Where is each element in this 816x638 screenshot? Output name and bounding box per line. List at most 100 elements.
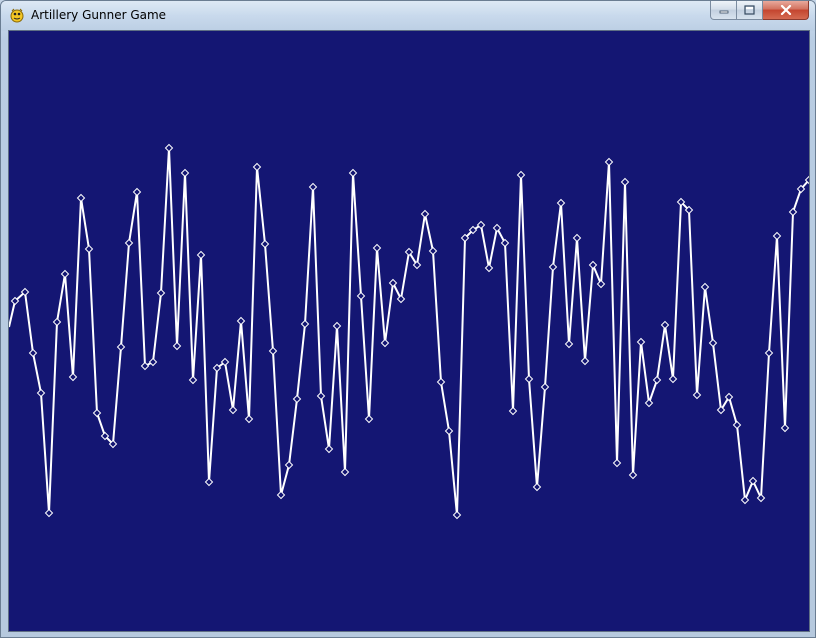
terrain-vertex-marker [212,363,222,373]
terrain-vertex-marker [604,157,614,167]
terrain-vertex-marker [20,287,30,297]
terrain-vertex-marker [172,341,182,351]
terrain-vertex-marker [652,375,662,385]
terrain-vertex-marker [124,238,134,248]
terrain-vertex-marker [660,320,670,330]
terrain-vertex-marker [492,223,502,233]
terrain-vertex-marker [100,431,110,441]
terrain-vertex-marker [36,388,46,398]
terrain-vertex-marker [292,394,302,404]
terrain-vertex-marker [340,467,350,477]
terrain-vertex-marker [164,143,174,153]
terrain-vertex-marker [148,357,158,367]
terrain-vertex-marker [468,225,478,235]
maximize-button[interactable] [737,1,763,20]
terrain-vertex-marker [692,390,702,400]
terrain-vertex-marker [244,414,254,424]
terrain-vertex-marker [804,175,809,185]
close-icon [780,5,791,15]
terrain-vertex-marker [788,207,798,217]
terrain-vertex-marker [676,197,686,207]
terrain-vertex-marker [796,184,806,194]
terrain-vertex-marker [628,470,638,480]
terrain-vertex-marker [772,231,782,241]
terrain-vertex-marker [564,339,574,349]
terrain-vertex-marker [204,477,214,487]
terrain-vertex-marker [332,321,342,331]
terrain-vertex-marker [132,187,142,197]
terrain-vertex-marker [276,490,286,500]
terrain-vertex-marker [716,405,726,415]
terrain-vertex-marker [596,279,606,289]
terrain-vertex-marker [548,262,558,272]
terrain-vertex-marker [476,220,486,230]
terrain-vertex-marker [116,342,126,352]
terrain-vertex-marker [532,482,542,492]
terrain-vertex-marker [196,250,206,260]
terrain-vertex-marker [388,278,398,288]
terrain-vertex-marker [420,209,430,219]
caption-buttons [710,1,809,21]
title-bar[interactable]: Artillery Gunner Game [1,1,815,31]
terrain-vertex-marker [668,374,678,384]
terrain-vertex-marker [10,296,20,306]
terrain-vertex-marker [404,247,414,257]
terrain-vertex-marker [52,317,62,327]
terrain-vertex-marker [140,361,150,371]
terrain-vertex-marker [324,444,334,454]
terrain-vertex-marker [484,263,494,273]
terrain-vertex-marker [580,356,590,366]
terrain-vertex-marker [396,294,406,304]
terrain-vertex-marker [308,182,318,192]
terrain-vertex-marker [524,374,534,384]
terrain-vertex-marker [460,233,470,243]
terrain-vertex-marker [220,357,230,367]
terrain-vertex-marker [452,510,462,520]
close-button[interactable] [763,1,809,20]
terrain-vertex-marker [764,348,774,358]
terrain-vertex-marker [732,420,742,430]
terrain-vertex-marker [364,414,374,424]
terrain-vertex-marker [636,337,646,347]
terrain-vertex-marker [748,476,758,486]
terrain-vertex-marker [508,406,518,416]
terrain-vertex-marker [380,338,390,348]
terrain-vertex-marker [516,170,526,180]
terrain-vertex-marker [684,205,694,215]
terrain-vertex-marker [556,198,566,208]
terrain-vertex-marker [300,319,310,329]
terrain-vertex-marker [92,408,102,418]
terrain-vertex-marker [620,177,630,187]
terrain-vertex-marker [428,246,438,256]
terrain-vertex-marker [540,382,550,392]
terrain-vertex-marker [236,316,246,326]
terrain-vertex-marker [68,372,78,382]
terrain-vertex-marker [356,291,366,301]
terrain-vertex-marker [284,460,294,470]
terrain-vertex-marker [740,495,750,505]
terrain-vertex-marker [28,348,38,358]
terrain-vertex-marker [724,392,734,402]
terrain-vertex-marker [252,162,262,172]
terrain-vertex-marker [412,260,422,270]
terrain-vertex-marker [500,238,510,248]
maximize-icon [744,5,755,15]
minimize-icon [719,10,728,14]
terrain-vertex-marker [316,391,326,401]
terrain-vertex-marker [228,405,238,415]
terrain-vertex-marker [588,260,598,270]
terrain-vertex-marker [156,288,166,298]
terrain-vertex-marker [572,233,582,243]
terrain-vertex-marker [268,346,278,356]
game-canvas[interactable] [8,30,810,632]
terrain-vertex-marker [60,269,70,279]
terrain-vertex-marker [44,508,54,518]
minimize-button[interactable] [710,1,737,20]
terrain-vertex-marker [180,168,190,178]
terrain-vertex-marker [348,168,358,178]
terrain-vertex-marker [260,239,270,249]
terrain-vertex-marker [700,282,710,292]
terrain-vertex-marker [84,244,94,254]
terrain [9,143,809,520]
